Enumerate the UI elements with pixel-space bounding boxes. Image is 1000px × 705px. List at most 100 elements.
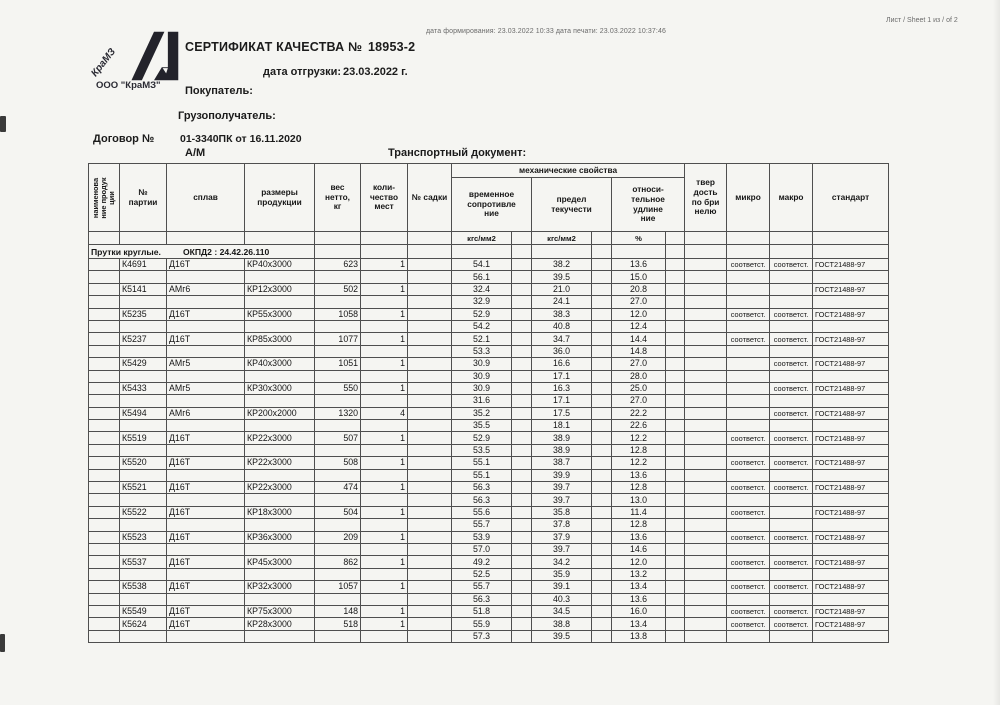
table-cell: 1 — [360, 431, 408, 445]
table-cell: 623 — [314, 257, 361, 272]
table-cell — [407, 332, 452, 346]
table-cell — [314, 394, 361, 408]
table-cell — [726, 357, 771, 371]
table-cell: 25.0 — [611, 381, 666, 396]
cell-product — [88, 394, 120, 408]
ship-date-value: 23.03.2022 г. — [343, 66, 408, 78]
table-cell — [684, 357, 728, 371]
cell-spacer — [591, 617, 612, 631]
scan-shadow — [993, 0, 1000, 705]
table-cell — [769, 394, 814, 408]
table-cell — [726, 468, 771, 483]
table-row: 56.3 39.7 13.0 — [88, 493, 890, 507]
table-cell: 38.7 — [531, 456, 592, 470]
table-cell: 1 — [360, 282, 408, 297]
table-cell — [407, 530, 452, 545]
table-cell: соответст. — [769, 555, 814, 569]
table-cell: 13.6 — [611, 468, 666, 483]
table-cell — [684, 580, 728, 594]
table-cell — [166, 419, 245, 433]
table-cell — [684, 419, 728, 433]
table-row: 57.3 39.5 13.8 — [88, 629, 890, 644]
table-cell — [684, 493, 728, 507]
certificate-title: СЕРТИФИКАТ КАЧЕСТВА № — [185, 40, 363, 54]
cell-spacer — [591, 282, 612, 297]
cell-product — [88, 567, 120, 582]
sheet-counter: Лист / Sheet 1 из / of 2 — [886, 17, 958, 24]
cell-spacer — [511, 381, 532, 396]
table-cell — [166, 518, 245, 532]
table-cell: 51.8 — [451, 604, 512, 619]
cell-product — [88, 617, 120, 631]
table-cell: ГОСТ21488-97 — [812, 282, 890, 297]
cell-spacer — [511, 530, 532, 545]
cell-spacer — [664, 468, 686, 483]
col-header-micro: микро — [726, 163, 771, 232]
table-cell — [769, 468, 814, 483]
table-cell: К5549 — [119, 604, 167, 619]
table-cell: ГОСТ21488-97 — [812, 481, 890, 495]
table-cell: К5141 — [119, 282, 167, 297]
cell-spacer — [511, 431, 532, 445]
table-cell: 39.7 — [531, 493, 592, 507]
table-cell — [812, 542, 890, 557]
table-cell — [407, 419, 452, 433]
table-cell — [244, 629, 315, 644]
table-cell — [407, 295, 452, 309]
table-cell: 36.0 — [531, 344, 592, 359]
table-cell — [314, 295, 361, 309]
table-cell: ГОСТ21488-97 — [812, 604, 890, 619]
table-cell: 12.0 — [611, 555, 666, 569]
table-cell — [812, 468, 890, 483]
table-cell — [119, 493, 167, 507]
cell-spacer — [664, 567, 686, 582]
table-cell — [407, 282, 452, 297]
cell-spacer — [591, 604, 612, 619]
cell-spacer — [664, 530, 686, 545]
table-cell — [407, 518, 452, 532]
table-cell — [684, 319, 728, 334]
scan-artifact — [0, 116, 6, 132]
cell-product — [88, 257, 120, 272]
table-cell: 52.9 — [451, 431, 512, 445]
table-cell: 39.7 — [531, 481, 592, 495]
table-cell: 13.6 — [611, 257, 666, 272]
table-cell: 38.8 — [531, 617, 592, 631]
section-title: Прутки круглые. ОКПД2 : 24.42.26.110 — [88, 244, 315, 259]
table-cell: 56.3 — [451, 481, 512, 495]
table-cell: КР45х3000 — [244, 555, 315, 569]
cell-spacer — [511, 282, 532, 297]
table-cell: К5433 — [119, 381, 167, 396]
table-cell — [726, 567, 771, 582]
table-cell — [166, 344, 245, 359]
table-cell: соответст. — [726, 604, 771, 619]
table-cell: Д16Т — [166, 431, 245, 445]
table-cell: Д16Т — [166, 257, 245, 272]
table-cell — [166, 629, 245, 644]
table-cell: К5522 — [119, 505, 167, 520]
table-row: К5624 Д16Т КР28х3000 518 1 55.9 38.8 13.4 соотве… — [88, 617, 890, 631]
table-cell: соответст. — [769, 456, 814, 470]
table-row: 55.7 37.8 12.8 — [88, 518, 890, 532]
table-cell: 56.3 — [451, 592, 512, 606]
table-cell: 12.4 — [611, 319, 666, 334]
table-cell — [812, 295, 890, 309]
table-cell: КР28х3000 — [244, 617, 315, 631]
table-cell — [314, 468, 361, 483]
table-cell — [119, 443, 167, 458]
table-cell: К5520 — [119, 456, 167, 470]
cell-product — [88, 344, 120, 359]
cell-spacer — [511, 369, 532, 383]
cell-product — [88, 295, 120, 309]
table-cell — [812, 518, 890, 532]
table-cell — [244, 344, 315, 359]
table-cell — [769, 282, 814, 297]
table-cell: Д16Т — [166, 617, 245, 631]
table-row: 53.3 36.0 14.8 — [88, 344, 890, 359]
cell-spacer — [511, 419, 532, 433]
cell-spacer — [664, 319, 686, 334]
cell-spacer — [591, 319, 612, 334]
cell-spacer — [591, 456, 612, 470]
unit-tensile: кгс/мм2 — [451, 231, 512, 245]
